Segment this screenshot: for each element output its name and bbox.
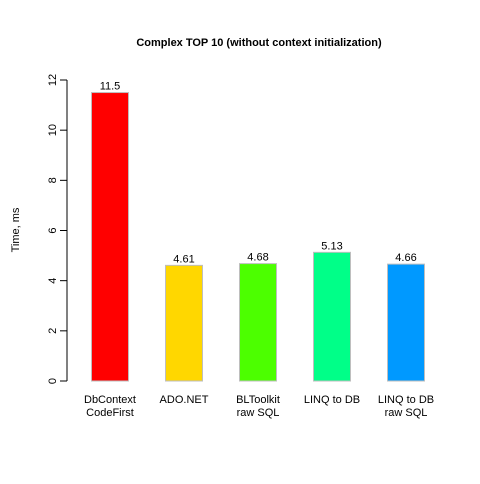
category-label-3: LINQ to DB xyxy=(304,394,360,406)
y-tick-label-1: 2 xyxy=(47,328,59,334)
bar-4 xyxy=(387,263,425,382)
data-label-4: 4.66 xyxy=(395,252,416,264)
data-label-2: 4.68 xyxy=(247,252,268,264)
chart-title: Complex TOP 10 (without context initiali… xyxy=(136,37,382,49)
category-label-2: BLToolkit raw SQL xyxy=(236,394,280,419)
y-axis-label: Time, ms xyxy=(10,207,22,252)
data-labels: 11.5 4.61 4.68 5.13 4.66 xyxy=(100,81,417,266)
y-tick-label-0: 0 xyxy=(47,378,59,384)
bar-3 xyxy=(313,251,351,382)
y-tick-label-6: 12 xyxy=(47,74,59,86)
data-label-3: 5.13 xyxy=(321,240,342,252)
data-label-1: 4.61 xyxy=(173,253,194,265)
y-tick-label-2: 4 xyxy=(47,278,59,284)
y-tick-label-3: 6 xyxy=(47,227,59,233)
category-label-0: DbContext CodeFirst xyxy=(84,394,136,419)
bar-1 xyxy=(165,264,203,382)
category-label-4: LINQ to DB raw SQL xyxy=(378,394,434,419)
y-axis: 0 2 4 6 8 10 12 xyxy=(47,74,68,384)
bars xyxy=(91,92,425,382)
data-label-0: 11.5 xyxy=(100,81,121,93)
y-tick-label-4: 8 xyxy=(47,177,59,183)
bar-0 xyxy=(91,92,129,382)
bar-2 xyxy=(239,263,277,382)
category-label-1: ADO.NET xyxy=(160,394,209,406)
y-tick-label-5: 10 xyxy=(47,124,59,136)
category-labels: DbContext CodeFirst ADO.NET BLToolkit raw SQ… xyxy=(84,394,434,419)
